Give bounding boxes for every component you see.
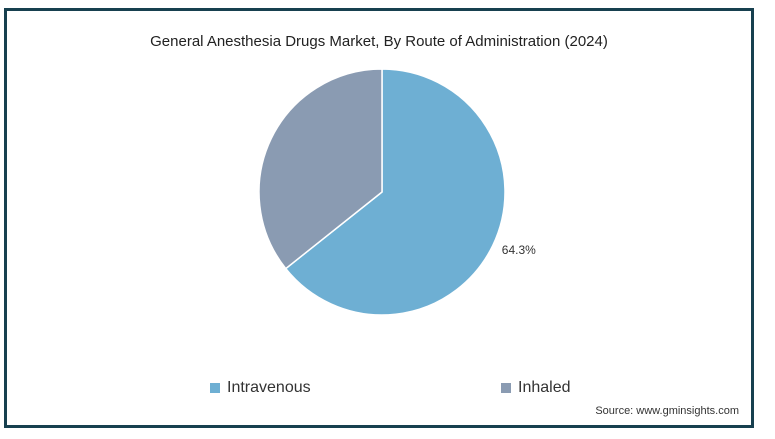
pie-chart: 64.3% (258, 68, 536, 316)
data-label-intravenous: 64.3% (502, 243, 536, 257)
legend-item-inhaled: Inhaled (501, 379, 571, 397)
legend-swatch-intravenous (210, 383, 220, 393)
legend-label-inhaled: Inhaled (518, 379, 571, 396)
legend: Intravenous Inhaled (7, 379, 751, 403)
chart-title: General Anesthesia Drugs Market, By Rout… (150, 33, 608, 50)
pie-slice-intravenous (284, 68, 506, 316)
legend-label-intravenous: Intravenous (227, 379, 311, 396)
legend-swatch-inhaled (501, 383, 511, 393)
chart-frame: General Anesthesia Drugs Market, By Rout… (4, 8, 754, 428)
source-note: Source: www.gminsights.com (595, 405, 739, 417)
pie-slice-inhaled (258, 68, 383, 270)
legend-item-intravenous: Intravenous (210, 379, 311, 397)
